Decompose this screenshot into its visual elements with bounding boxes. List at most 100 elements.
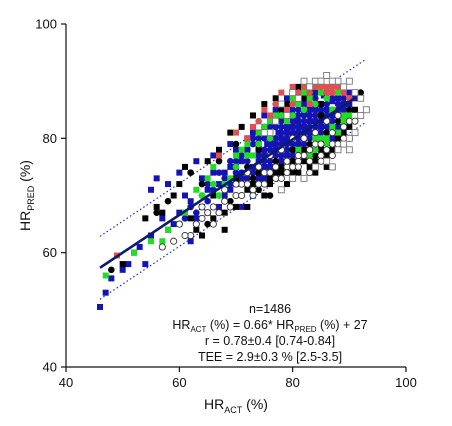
square-open-point bbox=[260, 129, 268, 137]
circle-open-point bbox=[158, 243, 166, 251]
square-filled-point bbox=[272, 95, 279, 102]
square-filled-point bbox=[176, 169, 183, 176]
circle-filled-point bbox=[312, 152, 319, 159]
regression-line bbox=[99, 96, 356, 269]
square-filled-point bbox=[261, 106, 268, 113]
square-filled-point bbox=[221, 169, 228, 176]
circle-filled-point bbox=[289, 117, 296, 125]
square-filled-point bbox=[227, 141, 234, 148]
square-filled-point bbox=[295, 118, 302, 125]
x-tick-label: 40 bbox=[59, 375, 73, 390]
square-filled-point bbox=[289, 83, 296, 90]
square-filled-point bbox=[261, 101, 268, 108]
square-filled-point bbox=[284, 181, 290, 188]
square-filled-point bbox=[329, 123, 336, 130]
circle-filled-point bbox=[323, 123, 330, 131]
x-tick-label: 80 bbox=[285, 375, 299, 390]
circle-open-point bbox=[351, 117, 359, 125]
circle-filled-point bbox=[278, 123, 285, 131]
y-axis-title-sub: PRED bbox=[26, 185, 36, 211]
square-filled-point bbox=[153, 203, 160, 210]
square-filled-point bbox=[159, 215, 166, 222]
square-filled-point bbox=[255, 175, 262, 182]
square-filled-point bbox=[170, 192, 177, 199]
upper-limit-line bbox=[99, 58, 367, 237]
square-filled-point bbox=[323, 106, 330, 113]
square-filled-point bbox=[233, 129, 239, 136]
square-filled-point bbox=[340, 112, 347, 119]
circle-filled-point bbox=[272, 152, 279, 159]
circle-filled-point bbox=[187, 169, 194, 176]
square-filled-point bbox=[284, 152, 290, 159]
square-filled-point bbox=[289, 95, 296, 102]
square-filled-point bbox=[335, 95, 341, 102]
y-axis-title-suffix: (%) bbox=[17, 160, 33, 186]
square-filled-point bbox=[318, 146, 324, 153]
circle-open-point bbox=[340, 123, 348, 131]
square-filled-point bbox=[227, 129, 234, 136]
square-filled-point bbox=[312, 106, 319, 113]
square-filled-point bbox=[306, 118, 313, 125]
square-filled-point bbox=[301, 89, 307, 96]
y-tick-label: 80 bbox=[43, 131, 57, 146]
square-filled-point bbox=[284, 129, 290, 136]
circle-filled-point bbox=[306, 140, 313, 148]
square-filled-point bbox=[306, 152, 313, 159]
circle-filled-point bbox=[334, 89, 342, 96]
circle-filled-point bbox=[300, 95, 308, 102]
y-tick-label: 60 bbox=[43, 245, 57, 260]
axes: 40 60 80 100 40 60 80 100 bbox=[35, 17, 417, 391]
circle-filled-point bbox=[193, 209, 200, 216]
circle-filled-point bbox=[295, 106, 302, 114]
square-filled-point bbox=[193, 186, 200, 193]
square-filled-point bbox=[131, 249, 137, 256]
circle-open-point bbox=[260, 180, 268, 188]
circle-filled-point bbox=[181, 215, 189, 222]
square-filled-point bbox=[148, 238, 154, 245]
circle-filled-point bbox=[317, 100, 325, 108]
circle-filled-point bbox=[289, 106, 296, 114]
square-filled-point bbox=[329, 89, 336, 96]
square-filled-point bbox=[210, 152, 217, 159]
stats-annotation: n=1486 HRACT (%) = 0.66* HRPRED (%) + 27… bbox=[172, 302, 367, 364]
circle-filled-point bbox=[317, 129, 325, 136]
circle-filled-point bbox=[153, 209, 160, 216]
square-filled-point bbox=[261, 175, 268, 182]
circle-filled-point bbox=[244, 157, 251, 165]
square-open-point bbox=[334, 77, 342, 85]
circle-open-point bbox=[283, 157, 291, 165]
square-filled-point bbox=[261, 192, 268, 199]
circle-filled-point bbox=[329, 117, 336, 125]
circle-filled-point bbox=[221, 175, 228, 182]
circle-open-point bbox=[249, 186, 257, 194]
square-filled-point bbox=[346, 89, 353, 96]
square-filled-point bbox=[318, 123, 324, 130]
square-filled-point bbox=[295, 141, 302, 148]
circle-filled-point bbox=[306, 89, 313, 96]
circle-open-point bbox=[192, 220, 200, 228]
square-filled-point bbox=[125, 261, 132, 268]
circle-open-point bbox=[323, 146, 331, 154]
x-axis-title-sub: ACT bbox=[224, 405, 243, 415]
square-filled-point bbox=[306, 106, 313, 113]
circle-filled-point bbox=[300, 117, 308, 125]
square-filled-point bbox=[182, 163, 188, 170]
square-filled-point bbox=[267, 112, 273, 119]
circle-open-point bbox=[198, 203, 206, 211]
circle-open-point bbox=[221, 186, 229, 194]
square-filled-point bbox=[255, 129, 262, 136]
square-filled-point bbox=[295, 101, 302, 108]
circle-filled-point bbox=[357, 89, 364, 96]
circle-open-point bbox=[306, 169, 314, 177]
square-open-point bbox=[277, 100, 285, 108]
square-filled-point bbox=[284, 123, 290, 130]
circle-filled-point bbox=[306, 112, 313, 119]
circle-filled-point bbox=[278, 152, 285, 159]
x-axis-title-suffix: (%) bbox=[242, 396, 268, 412]
square-filled-point bbox=[210, 163, 217, 170]
circle-filled-point bbox=[300, 106, 308, 114]
square-filled-point bbox=[289, 123, 296, 130]
square-filled-point bbox=[227, 163, 234, 170]
circle-filled-point bbox=[227, 157, 234, 165]
